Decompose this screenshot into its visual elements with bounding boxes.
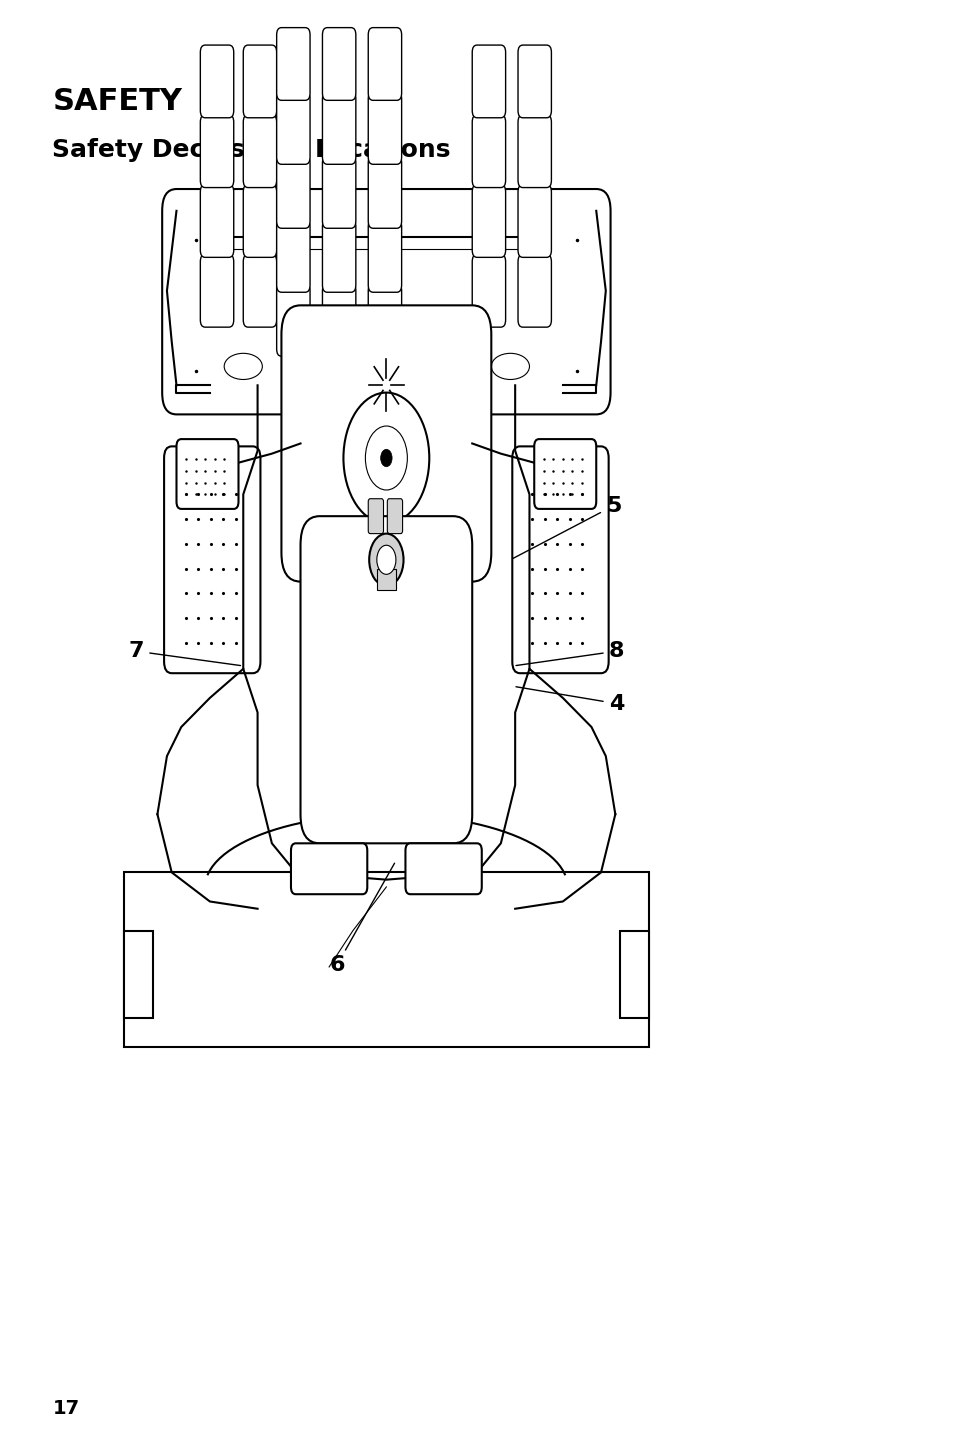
FancyBboxPatch shape [368,28,401,100]
FancyBboxPatch shape [517,45,551,118]
FancyBboxPatch shape [387,499,402,534]
Text: SAFETY: SAFETY [52,87,182,116]
FancyBboxPatch shape [322,220,355,292]
FancyBboxPatch shape [368,92,401,164]
FancyBboxPatch shape [322,284,355,356]
FancyBboxPatch shape [368,220,401,292]
FancyBboxPatch shape [243,45,276,118]
FancyBboxPatch shape [200,45,233,118]
FancyBboxPatch shape [472,115,505,188]
FancyBboxPatch shape [281,305,491,582]
Text: 7: 7 [129,641,240,666]
FancyBboxPatch shape [512,446,608,673]
FancyBboxPatch shape [276,92,310,164]
FancyBboxPatch shape [164,446,260,673]
Text: 8: 8 [516,641,623,666]
FancyBboxPatch shape [322,156,355,228]
Ellipse shape [491,353,529,379]
FancyBboxPatch shape [243,115,276,188]
Text: 5: 5 [513,496,620,558]
FancyBboxPatch shape [368,284,401,356]
FancyBboxPatch shape [405,843,481,894]
FancyBboxPatch shape [472,45,505,118]
FancyBboxPatch shape [517,254,551,327]
Text: Safety Decals and Locations: Safety Decals and Locations [52,138,451,163]
FancyBboxPatch shape [472,254,505,327]
Bar [124,931,152,1018]
Circle shape [365,426,407,490]
Bar [376,569,395,590]
FancyBboxPatch shape [276,156,310,228]
Circle shape [376,545,395,574]
FancyBboxPatch shape [534,439,596,509]
FancyBboxPatch shape [276,220,310,292]
FancyBboxPatch shape [162,189,610,414]
FancyBboxPatch shape [322,28,355,100]
Circle shape [343,393,429,523]
FancyBboxPatch shape [517,185,551,257]
Text: 17: 17 [52,1399,79,1418]
FancyBboxPatch shape [368,156,401,228]
Text: 4: 4 [516,686,623,714]
FancyBboxPatch shape [243,185,276,257]
Circle shape [380,449,392,467]
FancyBboxPatch shape [368,499,383,534]
FancyBboxPatch shape [200,115,233,188]
Ellipse shape [224,353,262,379]
FancyBboxPatch shape [243,254,276,327]
FancyBboxPatch shape [300,516,472,843]
FancyBboxPatch shape [276,284,310,356]
Bar [124,872,648,1047]
Text: 6: 6 [329,864,395,976]
FancyBboxPatch shape [276,28,310,100]
FancyBboxPatch shape [176,439,238,509]
FancyBboxPatch shape [322,92,355,164]
Circle shape [369,534,403,586]
FancyBboxPatch shape [472,185,505,257]
FancyBboxPatch shape [200,254,233,327]
FancyBboxPatch shape [291,843,367,894]
FancyBboxPatch shape [517,115,551,188]
Bar [619,931,648,1018]
FancyBboxPatch shape [200,185,233,257]
